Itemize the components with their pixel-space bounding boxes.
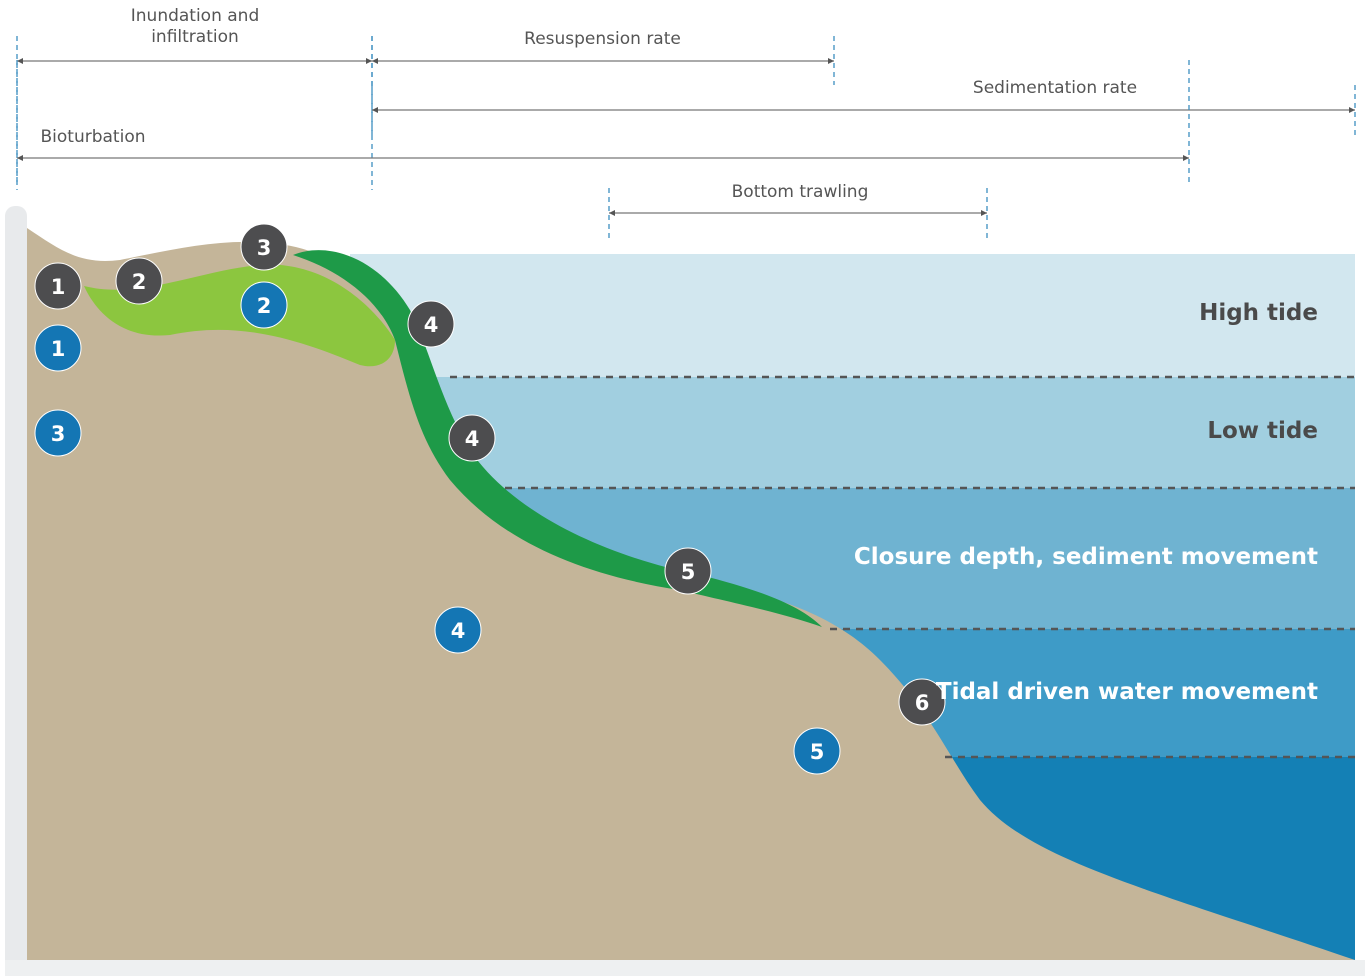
frame — [5, 960, 1365, 976]
range-label: Resuspension rate — [470, 29, 735, 50]
marker-label: 5 — [681, 560, 696, 584]
range-label: Inundation and infiltration — [120, 6, 270, 48]
range-label: Sedimentation rate — [960, 78, 1150, 99]
range-label: Bottom trawling — [715, 182, 885, 203]
marker-label: 1 — [51, 337, 66, 361]
marker-label: 1 — [51, 275, 66, 299]
range-label: Bioturbation — [28, 127, 158, 148]
marker-label: 3 — [257, 236, 272, 260]
water-low — [350, 377, 1355, 488]
marker-label: 2 — [257, 294, 272, 318]
coast-profile: 1 2 3 4 4 5 6 1 2 3 4 5 — [0, 0, 1368, 978]
zone-label: Closure depth, sediment movement — [854, 544, 1318, 570]
marker-label: 3 — [51, 422, 66, 446]
marker-label: 4 — [424, 313, 439, 337]
marker-label: 4 — [465, 427, 480, 451]
frame — [5, 206, 27, 976]
diagram: 1 2 3 4 4 5 6 1 2 3 4 5 Inundation and infiltration… — [0, 0, 1368, 978]
marker-label: 2 — [132, 270, 147, 294]
marker-label: 6 — [915, 691, 930, 715]
zone-label: High tide — [1199, 300, 1318, 326]
zone-label: Low tide — [1207, 418, 1318, 444]
marker-label: 5 — [810, 740, 825, 764]
marker-label: 4 — [451, 619, 466, 643]
zone-label: Tidal driven water movement — [936, 679, 1318, 705]
